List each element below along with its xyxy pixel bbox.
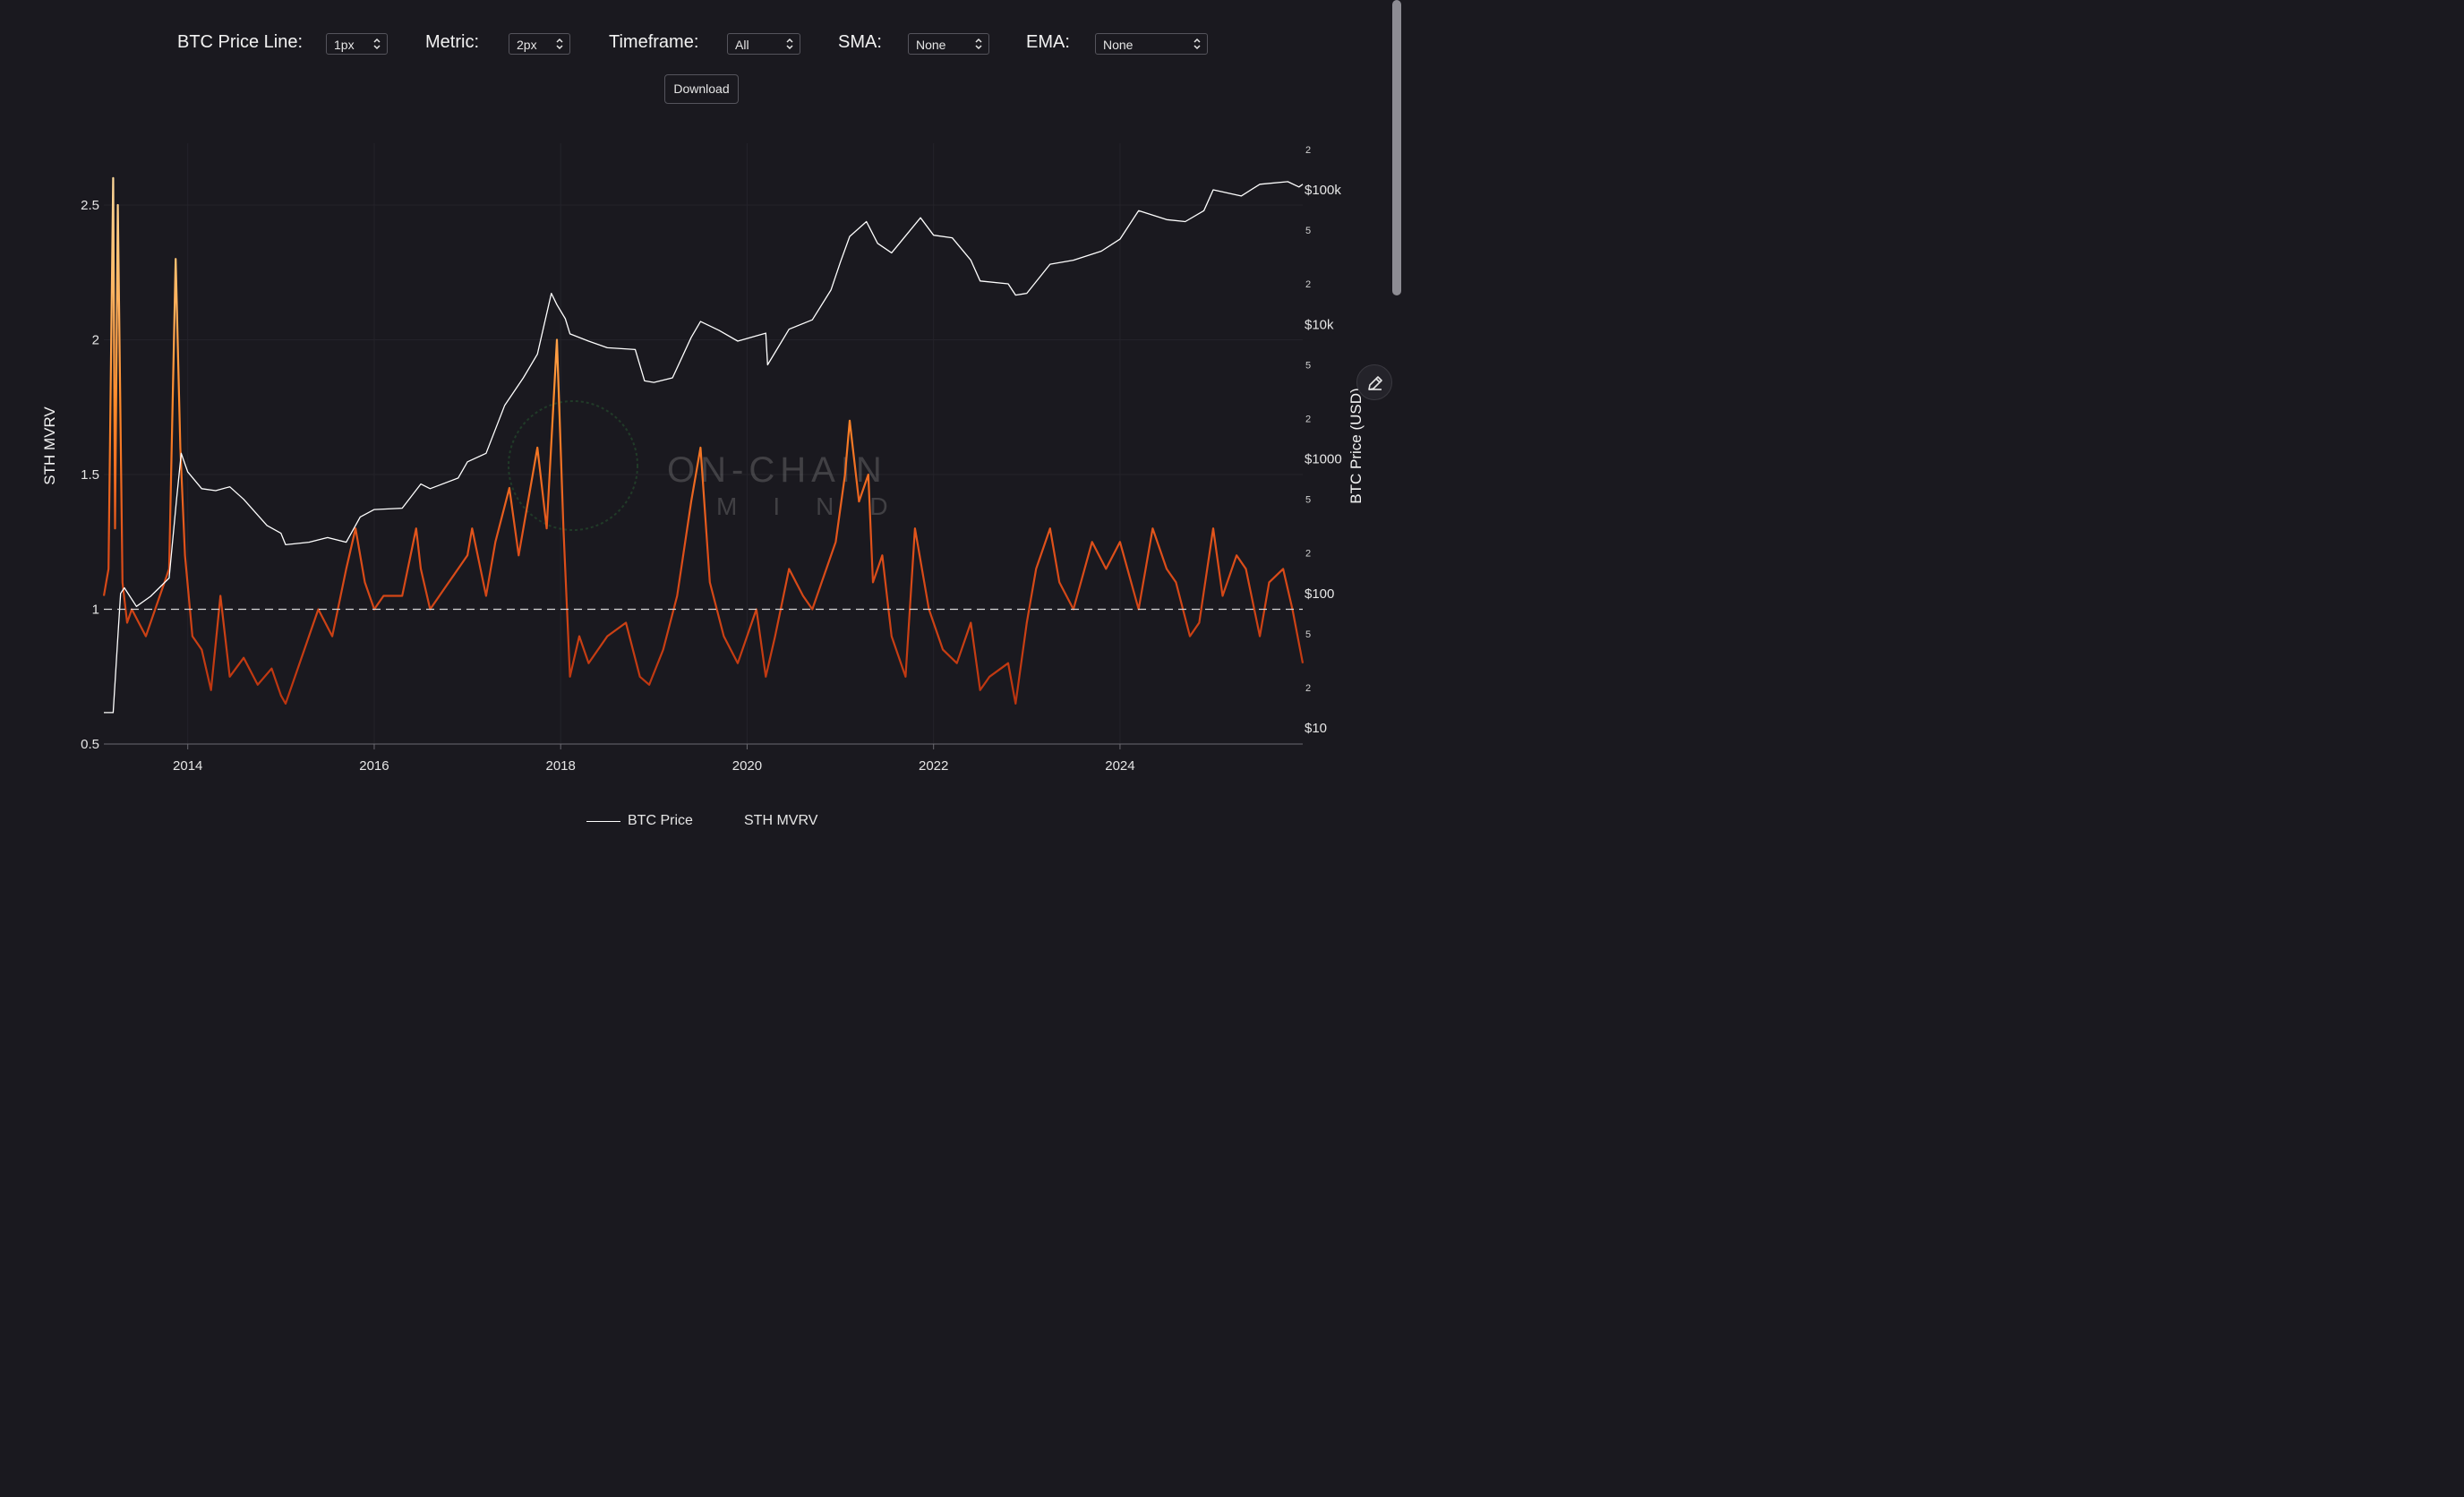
sma-select[interactable]: None (908, 33, 989, 55)
sma-label: SMA: (838, 32, 882, 52)
legend-price-label: BTC Price (628, 813, 693, 828)
metric-select[interactable]: 2px (509, 33, 570, 55)
watermark-brain-icon (508, 400, 638, 531)
btc-price-line-select[interactable]: 1px (326, 33, 388, 55)
x-tick-label: 2024 (1105, 758, 1134, 774)
updown-chevron-icon (556, 38, 563, 50)
y-right-tick-label: $1000 (1305, 452, 1342, 467)
metric-label: Metric: (425, 32, 479, 52)
btc-price-line-label: BTC Price Line: (177, 32, 304, 52)
btc-price-line-value: 1px (334, 38, 355, 52)
y-right-tick-label: $100 (1305, 586, 1334, 602)
y-right-tick-label: $10k (1305, 317, 1334, 332)
ema-value: None (1103, 38, 1134, 52)
watermark-logo: ON-CHAIN MIND (508, 400, 924, 531)
metric-value: 2px (517, 38, 537, 52)
ema-label: EMA: (1026, 32, 1070, 52)
pencil-icon (1368, 376, 1382, 390)
x-tick-label: 2018 (546, 758, 576, 774)
sma-value: None (916, 38, 946, 52)
legend-price-swatch (586, 821, 620, 822)
y-left-tick-label: 1.5 (81, 467, 99, 483)
updown-chevron-icon (1194, 38, 1201, 50)
grid-lines (104, 143, 1303, 745)
btc-price-line (104, 181, 1304, 714)
y-right-tick-label: $100k (1305, 183, 1341, 198)
x-tick-label: 2016 (359, 758, 389, 774)
sth-mvrv-line (102, 176, 1305, 706)
timeframe-label: Timeframe: (609, 32, 699, 52)
y-left-tick-label: 0.5 (81, 737, 99, 752)
page-scrollbar[interactable] (1392, 0, 1401, 295)
y-right-minor-tick-label: 2 (1305, 683, 1311, 694)
ema-select[interactable]: None (1095, 33, 1208, 55)
y-right-minor-tick-label: 5 (1305, 495, 1311, 506)
y-left-tick-label: 2 (92, 333, 99, 348)
y-right-minor-tick-label: 2 (1305, 414, 1311, 424)
y-axis-left-label: STH MVRV (41, 406, 58, 485)
x-tick-label: 2020 (732, 758, 762, 774)
y-right-minor-tick-label: 2 (1305, 549, 1311, 560)
timeframe-select[interactable]: All (727, 33, 800, 55)
edit-button[interactable] (1356, 364, 1392, 400)
legend-metric-label: STH MVRV (744, 813, 818, 828)
y-right-minor-tick-label: 5 (1305, 226, 1311, 236)
updown-chevron-icon (975, 38, 982, 50)
updown-chevron-icon (373, 38, 381, 50)
y-right-minor-tick-label: 2 (1305, 279, 1311, 290)
axes: 2014 2016 2018 2020 2022 2024 0.5 1 1.5 2 2.5 $10 $1… (81, 145, 1342, 774)
updown-chevron-icon (786, 38, 793, 50)
y-right-minor-tick-label: 5 (1305, 360, 1311, 371)
y-axis-right-label: BTC Price (USD) (1348, 388, 1365, 504)
y-left-tick-label: 2.5 (81, 198, 99, 213)
y-right-minor-tick-label: 2 (1305, 145, 1311, 156)
y-left-tick-label: 1 (92, 603, 99, 618)
timeframe-value: All (735, 38, 749, 52)
controls-bar: BTC Price Line: 1px Metric: 2px Timefram… (0, 30, 1404, 57)
watermark-line2: MIND (716, 492, 924, 520)
y-right-tick-label: $10 (1305, 721, 1327, 736)
x-tick-label: 2022 (919, 758, 948, 774)
legend: BTC Price STH MVRV (0, 813, 1404, 831)
series-lines (102, 176, 1305, 714)
chart-canvas: ON-CHAIN MIND 2014 2016 2018 2020 2022 2024 0.… (81, 143, 1342, 774)
y-right-minor-tick-label: 5 (1305, 629, 1311, 640)
x-tick-label: 2014 (173, 758, 202, 774)
download-button[interactable]: Download (664, 74, 739, 104)
